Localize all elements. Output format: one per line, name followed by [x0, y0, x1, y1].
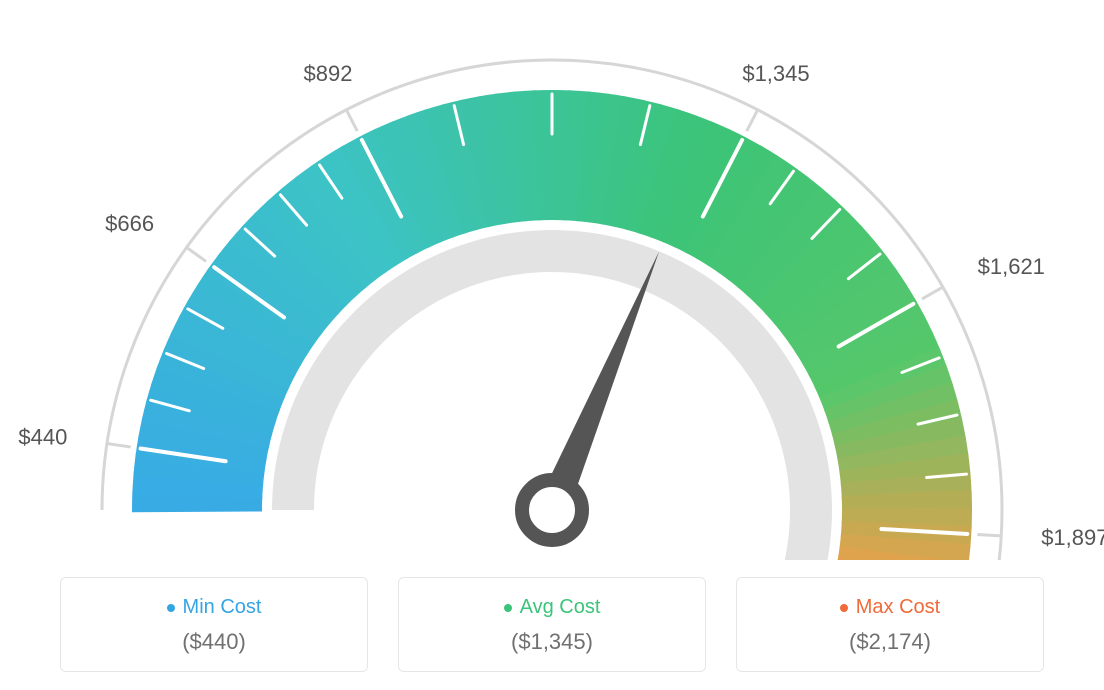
legend-title-min: Min Cost [167, 596, 262, 619]
gauge-tick-label: $1,345 [742, 61, 809, 86]
legend-dot-max [840, 604, 848, 612]
legend-title-max-text: Max Cost [856, 596, 940, 619]
legend-value-max: ($2,174) [747, 629, 1033, 655]
gauge-svg: $440$666$892$1,345$1,621$1,897$2,174 [0, 0, 1104, 560]
legend-title-avg: Avg Cost [504, 596, 601, 619]
gauge-chart: $440$666$892$1,345$1,621$1,897$2,174 [0, 0, 1104, 560]
gauge-tick-label: $892 [304, 61, 353, 86]
gauge-tick-label: $666 [105, 211, 154, 236]
legend-card-avg: Avg Cost ($1,345) [398, 577, 706, 672]
legend-card-min: Min Cost ($440) [60, 577, 368, 672]
gauge-tick-label: $1,897 [1041, 525, 1104, 550]
legend-value-avg: ($1,345) [409, 629, 695, 655]
legend-row: Min Cost ($440) Avg Cost ($1,345) Max Co… [60, 577, 1044, 672]
gauge-tick-label: $1,621 [978, 254, 1045, 279]
gauge-hub [522, 480, 582, 540]
legend-dot-min [167, 604, 175, 612]
gauge-tick-label: $440 [18, 425, 67, 450]
legend-title-avg-text: Avg Cost [520, 596, 601, 619]
legend-title-min-text: Min Cost [183, 596, 262, 619]
legend-title-max: Max Cost [840, 596, 940, 619]
legend-card-max: Max Cost ($2,174) [736, 577, 1044, 672]
legend-dot-avg [504, 604, 512, 612]
legend-value-min: ($440) [71, 629, 357, 655]
